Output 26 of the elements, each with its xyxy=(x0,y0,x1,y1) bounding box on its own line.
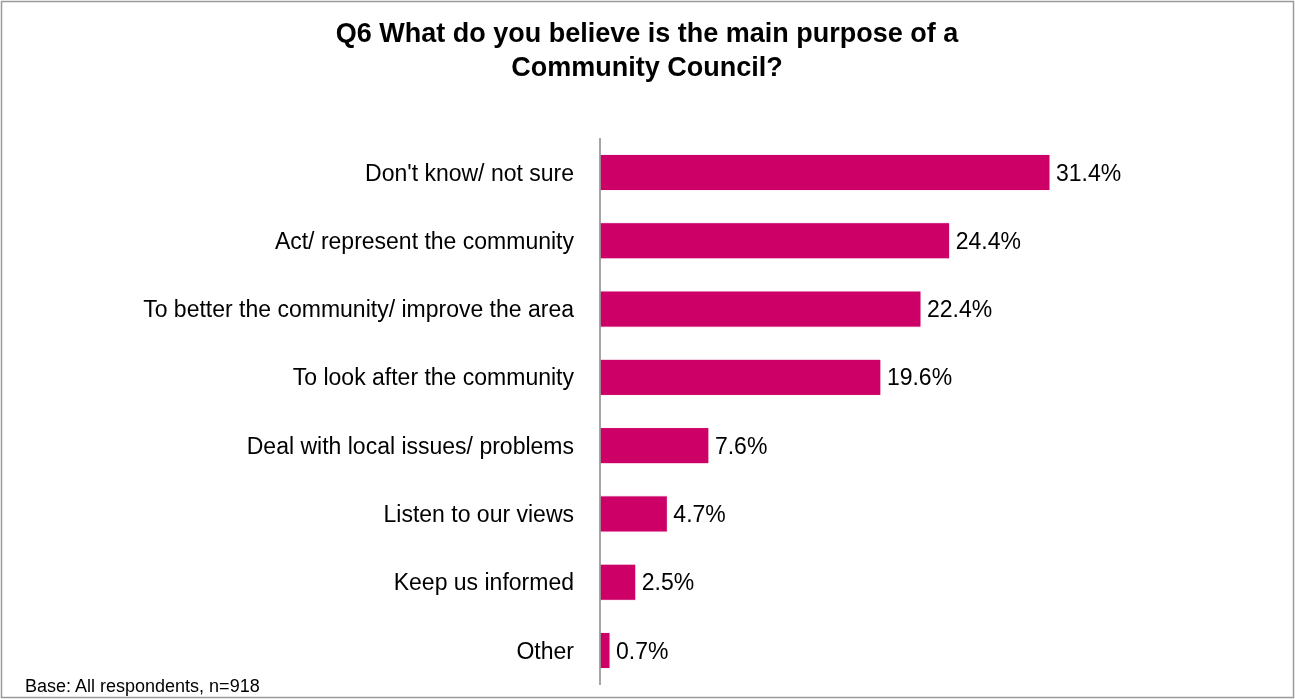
bar xyxy=(599,358,882,396)
y-tick-label: Other xyxy=(516,637,575,664)
bar xyxy=(599,222,951,260)
y-tick-label: Don't know/ not sure xyxy=(365,159,574,186)
data-label: 2.5% xyxy=(641,569,695,596)
bar xyxy=(599,631,611,670)
data-label: 31.4% xyxy=(1056,159,1122,186)
y-tick-label: Listen to our views xyxy=(383,500,574,527)
data-label: 19.6% xyxy=(886,364,953,391)
data-label: 22.4% xyxy=(927,296,993,323)
y-tick-label: Act/ represent the community xyxy=(274,227,575,254)
bar xyxy=(599,563,637,601)
bar xyxy=(599,495,668,533)
text: Base: All respondents, n=918 xyxy=(25,676,260,696)
y-tick-label: To better the community/ improve the area xyxy=(143,296,575,323)
y-tick-label: Keep us informed xyxy=(393,569,574,596)
data-label: 24.4% xyxy=(955,227,1021,254)
bar xyxy=(599,427,710,465)
y-tick-label: Deal with local issues/ problems xyxy=(246,432,574,459)
bar xyxy=(599,290,922,328)
y-tick-label: To look after the community xyxy=(292,364,575,391)
data-label: 4.7% xyxy=(673,500,726,527)
data-label: 7.6% xyxy=(714,432,768,459)
data-label: 0.7% xyxy=(616,637,669,664)
chart-title: Q6 What do you believe is the main purpose of a Community Council? xyxy=(335,18,960,82)
bar xyxy=(599,153,1051,192)
